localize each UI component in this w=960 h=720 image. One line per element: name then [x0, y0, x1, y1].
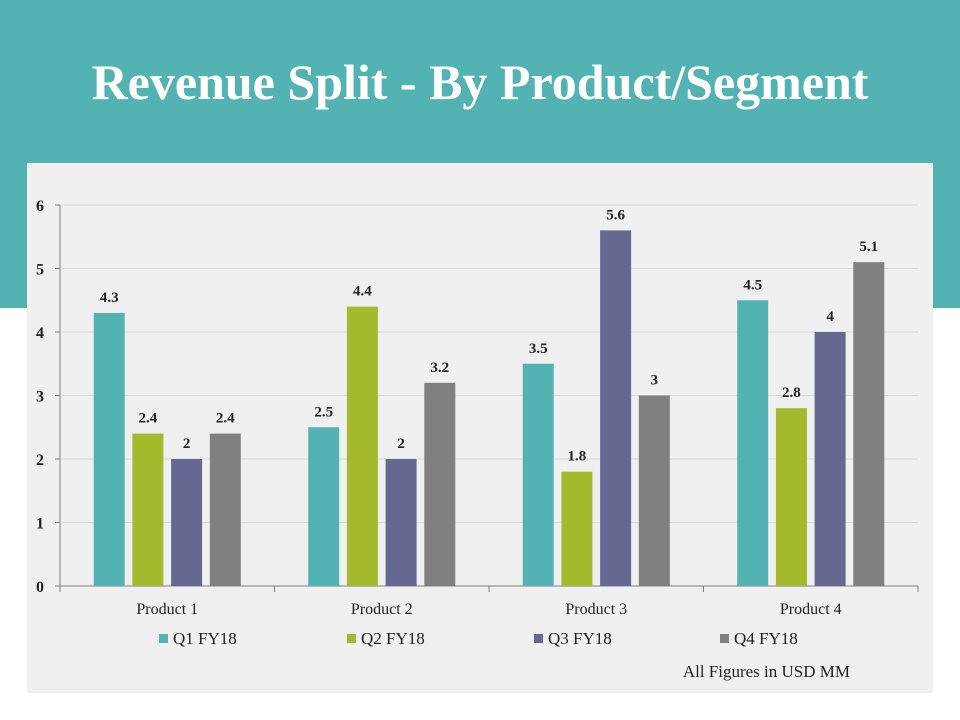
x-tick-label: Product 2: [351, 601, 413, 618]
data-label: 5.6: [606, 207, 625, 223]
bar: [561, 471, 593, 586]
y-tick-label: 6: [36, 198, 44, 215]
legend-label: Q3 FY18: [548, 629, 612, 648]
x-tick-label: Product 3: [565, 601, 627, 618]
data-label: 5.1: [859, 239, 878, 255]
page-title: Revenue Split - By Product/Segment: [91, 54, 869, 110]
bar: [308, 427, 340, 586]
x-tick-label: Product 4: [780, 601, 842, 618]
y-tick-label: 4: [36, 325, 44, 342]
bar: [638, 395, 670, 586]
y-tick-label: 3: [36, 389, 44, 406]
bar: [385, 459, 417, 586]
bar: [424, 382, 456, 586]
bar: [814, 332, 846, 586]
axes: [55, 204, 919, 592]
data-label: 2.4: [216, 411, 235, 427]
bars: [93, 230, 885, 586]
gridlines: [60, 204, 918, 523]
legend-item: Q4 FY18: [720, 629, 798, 648]
y-tick-label: 5: [36, 262, 44, 279]
data-label: 3: [651, 373, 659, 389]
y-tick-label: 0: [36, 579, 44, 596]
bar: [171, 459, 203, 586]
bar: [522, 363, 554, 586]
data-label: 4.5: [743, 277, 762, 293]
legend-label: Q1 FY18: [173, 629, 237, 648]
y-tick-label: 1: [36, 516, 44, 533]
legend-swatch: [347, 634, 356, 643]
data-labels: 4.3 2.4 2 2.4 2.5 4.4 2 3.2 3.5 1.8 5.6 3 4.5 2.8 4 5.1: [100, 207, 878, 464]
units-note: All Figures in USD MM: [683, 662, 850, 681]
data-label: 4.3: [100, 290, 119, 306]
x-tick-labels: Product 1 Product 2 Product 3 Product 4: [136, 601, 841, 618]
y-tick-labels: 0 1 2 3 4 5 6: [36, 198, 44, 596]
legend-swatch: [720, 634, 729, 643]
data-label: 1.8: [568, 449, 587, 465]
data-label: 3.2: [430, 360, 449, 376]
bar: [209, 433, 241, 586]
legend: Q1 FY18 Q2 FY18 Q3 FY18 Q4 FY18: [159, 629, 798, 648]
legend-item: Q1 FY18: [159, 629, 237, 648]
legend-label: Q2 FY18: [361, 629, 425, 648]
legend-swatch: [159, 634, 168, 643]
bar: [346, 306, 378, 586]
legend-swatch: [534, 634, 543, 643]
data-label: 3.5: [529, 341, 548, 357]
data-label: 4: [826, 309, 834, 325]
data-label: 2: [397, 436, 405, 452]
legend-item: Q3 FY18: [534, 629, 612, 648]
data-label: 2.8: [782, 385, 801, 401]
data-label: 2: [183, 436, 191, 452]
bar: [93, 312, 125, 586]
bar: [132, 433, 164, 586]
x-tick-label: Product 1: [136, 601, 198, 618]
bar: [737, 300, 769, 586]
bar: [600, 230, 632, 586]
data-label: 4.4: [353, 284, 372, 300]
legend-label: Q4 FY18: [734, 629, 798, 648]
data-label: 2.5: [314, 404, 333, 420]
data-label: 2.4: [139, 411, 158, 427]
legend-item: Q2 FY18: [347, 629, 425, 648]
y-tick-label: 2: [36, 452, 44, 469]
bar: [775, 408, 807, 586]
bar: [853, 262, 885, 586]
